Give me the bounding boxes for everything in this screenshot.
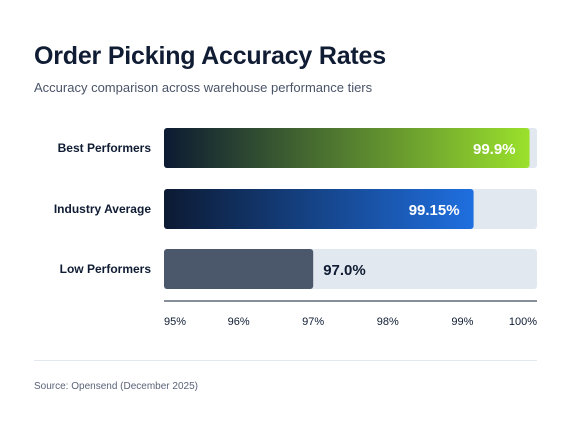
source-note: Source: Opensend (December 2025) [34,381,198,392]
category-label-best-performers: Best Performers [58,141,152,155]
x-tick-label: 97% [302,316,324,328]
bars-layer: Best Performers 99.9% Industry Average 99.1… [54,128,537,289]
x-tick-label: 100% [509,316,537,328]
x-tick-label: 99% [451,316,473,328]
bar-low-performers [164,249,314,289]
bar-industry-average [164,189,474,229]
x-tick-label: 98% [377,316,399,328]
category-label-industry-average: Industry Average [54,202,151,216]
bar-chart: Best Performers 99.9% Industry Average 99.1… [54,128,537,328]
chart-title: Order Picking Accuracy Rates [34,42,386,70]
category-label-low-performers: Low Performers [60,262,152,276]
x-tick-label: 96% [228,316,250,328]
data-label-industry-average: 99.15% [409,202,460,219]
bar-best-performers [164,128,530,168]
data-label-best-performers: 99.9% [473,141,516,158]
footer-divider [34,360,537,361]
x-tick-label: 95% [164,316,186,328]
chart-subtitle: Accuracy comparison across warehouse per… [34,80,373,95]
data-label-low-performers: 97.0% [323,262,366,279]
x-axis: 95% 96% 97% 98% 99% 100% [164,300,537,328]
